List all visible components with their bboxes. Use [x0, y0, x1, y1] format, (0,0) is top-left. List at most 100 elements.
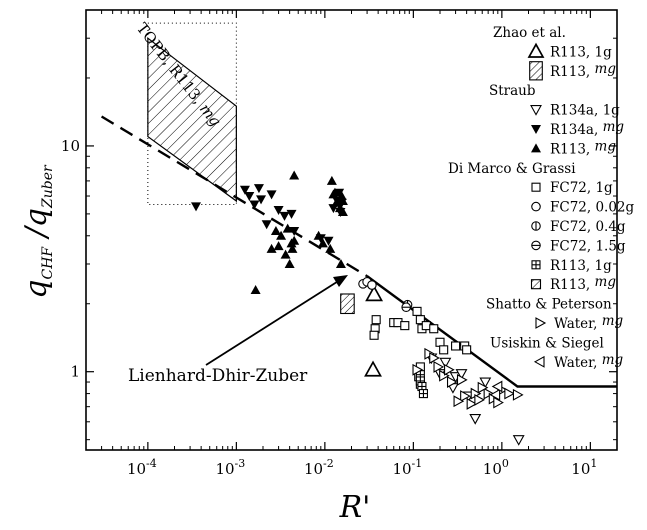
marker-shape — [329, 187, 340, 197]
marker-shape — [287, 243, 298, 253]
marker-shape — [273, 206, 284, 216]
data-point — [335, 258, 346, 268]
marker-shape — [453, 395, 465, 408]
data-point — [364, 360, 382, 377]
marker-shape — [493, 396, 504, 409]
data-point — [337, 196, 348, 206]
marker-shape — [415, 315, 425, 325]
marker-shape — [335, 258, 346, 268]
legend-marker — [531, 221, 541, 231]
marker-shape — [340, 293, 355, 315]
marker-shape — [256, 195, 267, 205]
marker-shape — [531, 182, 541, 192]
data-point — [289, 170, 300, 180]
correlation-arrow — [205, 279, 341, 366]
axis-ticks: 10-4 10-3 10-2 10-1 100 101 1 10 — [61, 9, 618, 478]
legend-marker — [531, 260, 541, 270]
legend-marker — [531, 143, 541, 153]
data-point — [313, 230, 324, 240]
marker-shape — [326, 175, 337, 185]
legend-group-title: Zhao et al. — [493, 25, 566, 41]
data-point — [317, 238, 328, 248]
data-point — [270, 225, 281, 235]
y-label-sub1: CHF — [40, 246, 56, 280]
marker-shape — [489, 388, 501, 401]
data-point — [253, 184, 264, 194]
marker-shape — [286, 209, 297, 219]
data-point — [451, 341, 461, 351]
marker-shape — [531, 201, 541, 212]
marker-shape — [369, 330, 379, 340]
data-point — [289, 235, 300, 245]
legend-marker — [535, 317, 547, 329]
marker-shape — [533, 355, 545, 368]
y-tick-label: 10 — [61, 137, 80, 155]
marker-shape — [535, 317, 547, 329]
data-point — [455, 369, 468, 380]
marker-shape — [284, 258, 295, 268]
marker-shape — [364, 360, 382, 377]
marker-shape — [433, 360, 445, 373]
marker-shape — [367, 280, 377, 290]
marker-shape — [239, 185, 250, 195]
marker-shape — [530, 105, 542, 116]
marker-shape — [313, 230, 324, 240]
x-tick-label: 10-3 — [215, 457, 245, 478]
marker-shape — [466, 397, 478, 410]
topb-dotted-box — [147, 22, 237, 206]
legend-entry-label: R134a, mg — [550, 119, 624, 138]
legend-entry-label: R113, mg — [550, 274, 616, 293]
data-point — [369, 330, 379, 340]
data-point — [336, 191, 347, 201]
data-point — [439, 345, 449, 355]
marker-shape — [250, 285, 261, 295]
legend-entry-label: FC72, 1g — [550, 180, 613, 196]
marker-shape — [289, 170, 300, 180]
data-point — [435, 337, 445, 347]
marker-shape — [371, 315, 381, 325]
marker-shape — [491, 380, 503, 393]
y-tick-label: 1 — [70, 363, 80, 381]
data-point — [400, 321, 410, 331]
marker-shape — [244, 192, 255, 202]
marker-shape — [527, 42, 545, 58]
data-point — [276, 230, 287, 240]
legend-entry-label: FC72, 1.5g — [550, 238, 626, 254]
legend-group-title: Di Marco & Grassi — [448, 161, 576, 177]
data-point — [433, 360, 445, 373]
data-point — [367, 280, 377, 290]
marker-shape — [253, 184, 264, 194]
marker-shape — [474, 393, 486, 406]
marker-shape — [530, 279, 542, 290]
marker-shape — [469, 414, 482, 425]
data-point — [460, 390, 471, 403]
marker-shape — [529, 61, 543, 81]
legend-entry-label: FC72, 0.4g — [550, 219, 626, 235]
legend-group-title: Straub — [489, 83, 536, 99]
marker-shape — [531, 143, 541, 153]
correlation-arrow-head — [333, 275, 348, 287]
marker-shape — [531, 125, 541, 134]
data-point — [512, 435, 525, 446]
data-point — [474, 393, 486, 406]
data-point — [421, 321, 431, 331]
y-axis-label: qCHF /qZuber — [19, 164, 56, 299]
legend-entry-label: R113, 1g — [550, 258, 612, 274]
marker-shape — [451, 341, 461, 351]
data-point — [504, 387, 515, 400]
data-point — [469, 414, 482, 425]
data-point — [284, 258, 295, 268]
legend-marker — [529, 61, 543, 81]
data-point — [444, 363, 455, 376]
data-point — [429, 352, 440, 364]
legend-marker — [530, 279, 542, 290]
legend-marker — [531, 240, 541, 251]
legend-marker — [531, 125, 541, 134]
marker-shape — [337, 196, 348, 206]
data-point — [289, 226, 300, 236]
marker-shape — [282, 223, 293, 233]
marker-shape — [249, 200, 260, 210]
legend-marker — [531, 201, 541, 212]
